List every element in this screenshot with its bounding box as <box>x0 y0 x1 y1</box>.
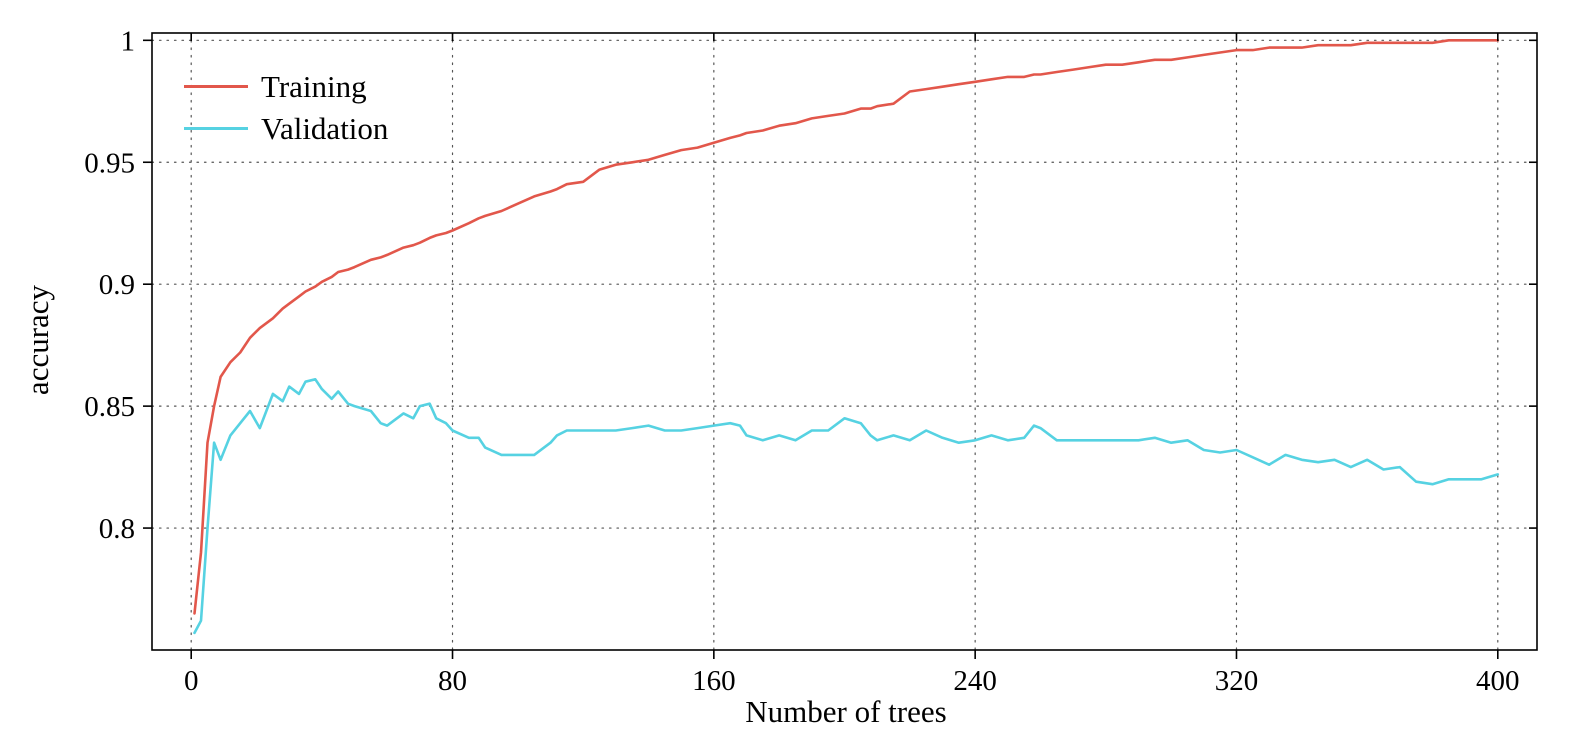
legend-item-training: Training <box>184 68 388 104</box>
svg-text:80: 80 <box>438 665 467 697</box>
legend: Training Validation <box>184 68 388 146</box>
legend-label-validation: Validation <box>261 110 389 146</box>
svg-text:0.95: 0.95 <box>84 147 135 179</box>
svg-text:0.8: 0.8 <box>99 513 135 545</box>
svg-text:0.85: 0.85 <box>84 391 135 423</box>
svg-text:160: 160 <box>692 665 736 697</box>
svg-text:400: 400 <box>1476 665 1520 697</box>
legend-item-validation: Validation <box>184 110 388 146</box>
validation-line-swatch <box>184 126 248 130</box>
svg-text:0: 0 <box>184 665 199 697</box>
legend-label-training: Training <box>261 68 367 104</box>
x-axis-label: Number of trees <box>745 694 947 729</box>
training-line-swatch <box>184 84 248 88</box>
svg-text:240: 240 <box>953 665 997 697</box>
y-axis-label: accuracy <box>20 284 55 396</box>
svg-text:320: 320 <box>1215 665 1259 697</box>
svg-text:0.9: 0.9 <box>99 269 135 301</box>
svg-text:1: 1 <box>121 25 136 57</box>
